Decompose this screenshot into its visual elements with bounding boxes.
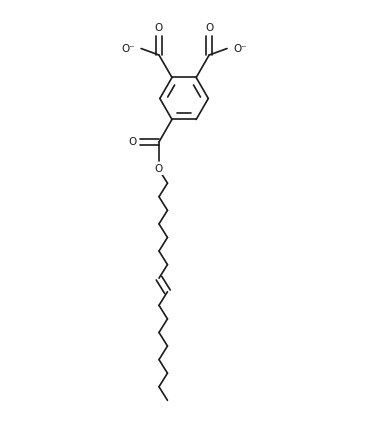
Text: O: O	[155, 165, 163, 175]
Text: O: O	[205, 23, 213, 33]
Text: O⁻: O⁻	[121, 44, 135, 54]
Text: O⁻: O⁻	[233, 44, 247, 54]
Text: O: O	[128, 137, 137, 147]
Text: O: O	[155, 23, 163, 33]
